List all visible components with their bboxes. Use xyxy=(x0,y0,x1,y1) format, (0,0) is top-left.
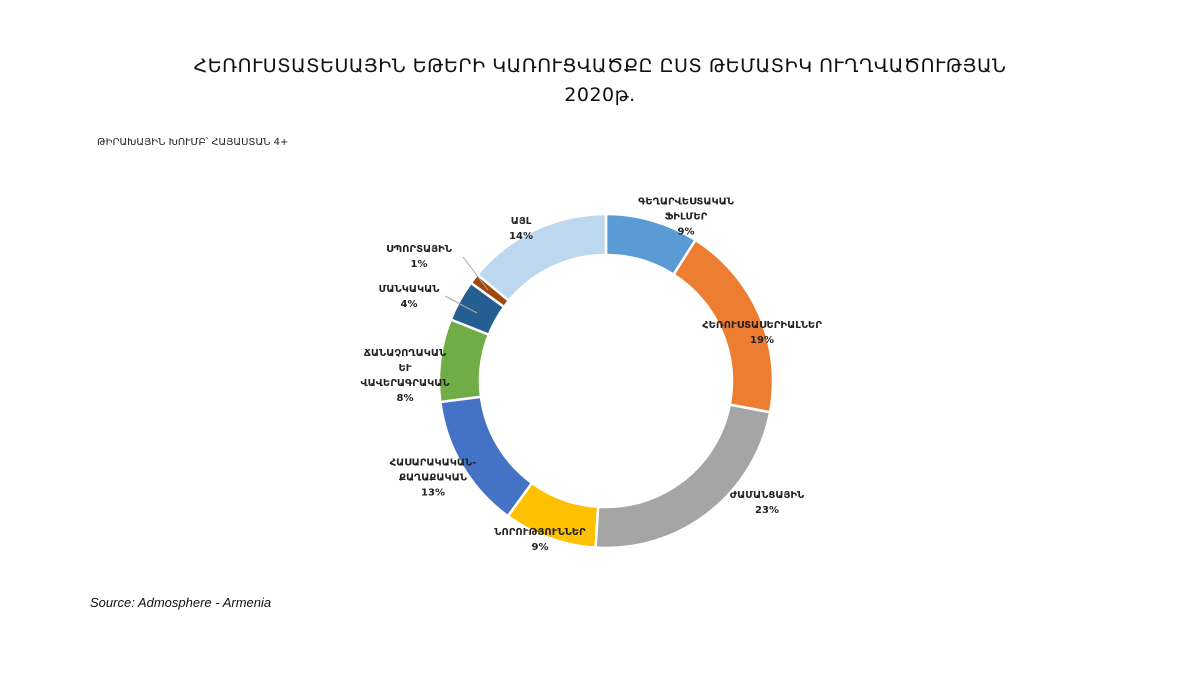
data-label: ՆՈՐՈՒԹՅՈՒՆՆԵՐ 9% xyxy=(494,525,585,555)
data-label-value: 4% xyxy=(400,299,418,310)
chart-subtitle: ԹԻՐԱԽԱՅԻՆ ԽՈՒՄԲ՝ ՀԱՅԱՍՏԱՆ 4+ xyxy=(97,137,289,148)
data-label: ՍՊՈՐՏԱՅԻՆ 1% xyxy=(386,242,452,272)
data-label-category: ՃԱՆԱՉՈՂԱԿԱՆ xyxy=(363,348,447,359)
data-label-value: 1% xyxy=(410,259,428,270)
data-label-category: ԺԱՄԱՆՑԱՅԻՆ xyxy=(729,490,805,501)
data-label: ԳԵՂԱՐՎԵՍՏԱԿԱՆ ՖԻԼՄԵՐ 9% xyxy=(638,195,734,240)
data-label-value: 9% xyxy=(531,542,549,553)
data-label-category: ՆՈՐՈՒԹՅՈՒՆՆԵՐ xyxy=(494,527,586,538)
data-label: ՄԱՆԿԱԿԱՆ 4% xyxy=(379,282,440,312)
data-label: ՃԱՆԱՉՈՂԱԿԱՆ ԵՒ ՎԱՎԵՐԱԳՐԱԿԱՆ 8% xyxy=(361,346,450,406)
data-label-category: ՖԻԼՄԵՐ xyxy=(664,211,708,223)
source-note: Source: Admosphere - Armenia xyxy=(90,595,272,610)
data-label: ԱՅԼ 14% xyxy=(509,214,533,244)
data-label-category: ՍՊՈՐՏԱՅԻՆ xyxy=(386,244,452,255)
data-label-category: ԱՅԼ xyxy=(510,216,532,227)
donut-slice xyxy=(475,212,608,303)
data-label-value: 13% xyxy=(421,487,445,499)
data-label-value: 14% xyxy=(509,231,533,242)
data-label: ՀԵՌՈՒՍՏԱՍԵՐԻԱԼՆԵՐ 19% xyxy=(702,318,822,348)
data-label-category: ՄԱՆԿԱԿԱՆ xyxy=(378,284,440,295)
data-label-value: 8% xyxy=(396,393,414,404)
data-label-category: ՀԵՌՈՒՍՏԱՍԵՐԻԱԼՆԵՐ xyxy=(702,320,822,331)
chart-title: ՀԵՌՈՒՍՏԱՏԵՍԱՅԻՆ ԵԹԵՐԻ ԿԱՌՈՒՑՎԱԾՔԸ ԸՍՏ ԹԵ… xyxy=(193,55,1007,77)
leader-line xyxy=(444,295,478,314)
chart-title-year: 2020թ. xyxy=(564,84,636,106)
data-label-category: ՀԱՍԱՐԱԿԱԿԱՆ- xyxy=(389,457,477,469)
leader-line xyxy=(462,256,489,291)
data-label: ՀԱՍԱՐԱԿԱԿԱՆ- ՔԱՂԱՔԱԿԱՆ 13% xyxy=(390,456,477,501)
data-label: ԺԱՄԱՆՑԱՅԻՆ 23% xyxy=(730,488,804,518)
data-label-value: 19% xyxy=(750,335,774,346)
data-label-category: ԳԵՂԱՐՎԵՍՏԱԿԱՆ xyxy=(638,196,734,208)
data-label-value: 23% xyxy=(755,505,779,516)
data-label-category: ՔԱՂԱՔԱԿԱՆ xyxy=(399,472,467,484)
donut-slice xyxy=(594,403,772,550)
data-label-category: ԵՒ xyxy=(398,363,412,374)
data-label-value: 9% xyxy=(677,226,695,238)
data-label-category: ՎԱՎԵՐԱԳՐԱԿԱՆ xyxy=(360,378,450,389)
